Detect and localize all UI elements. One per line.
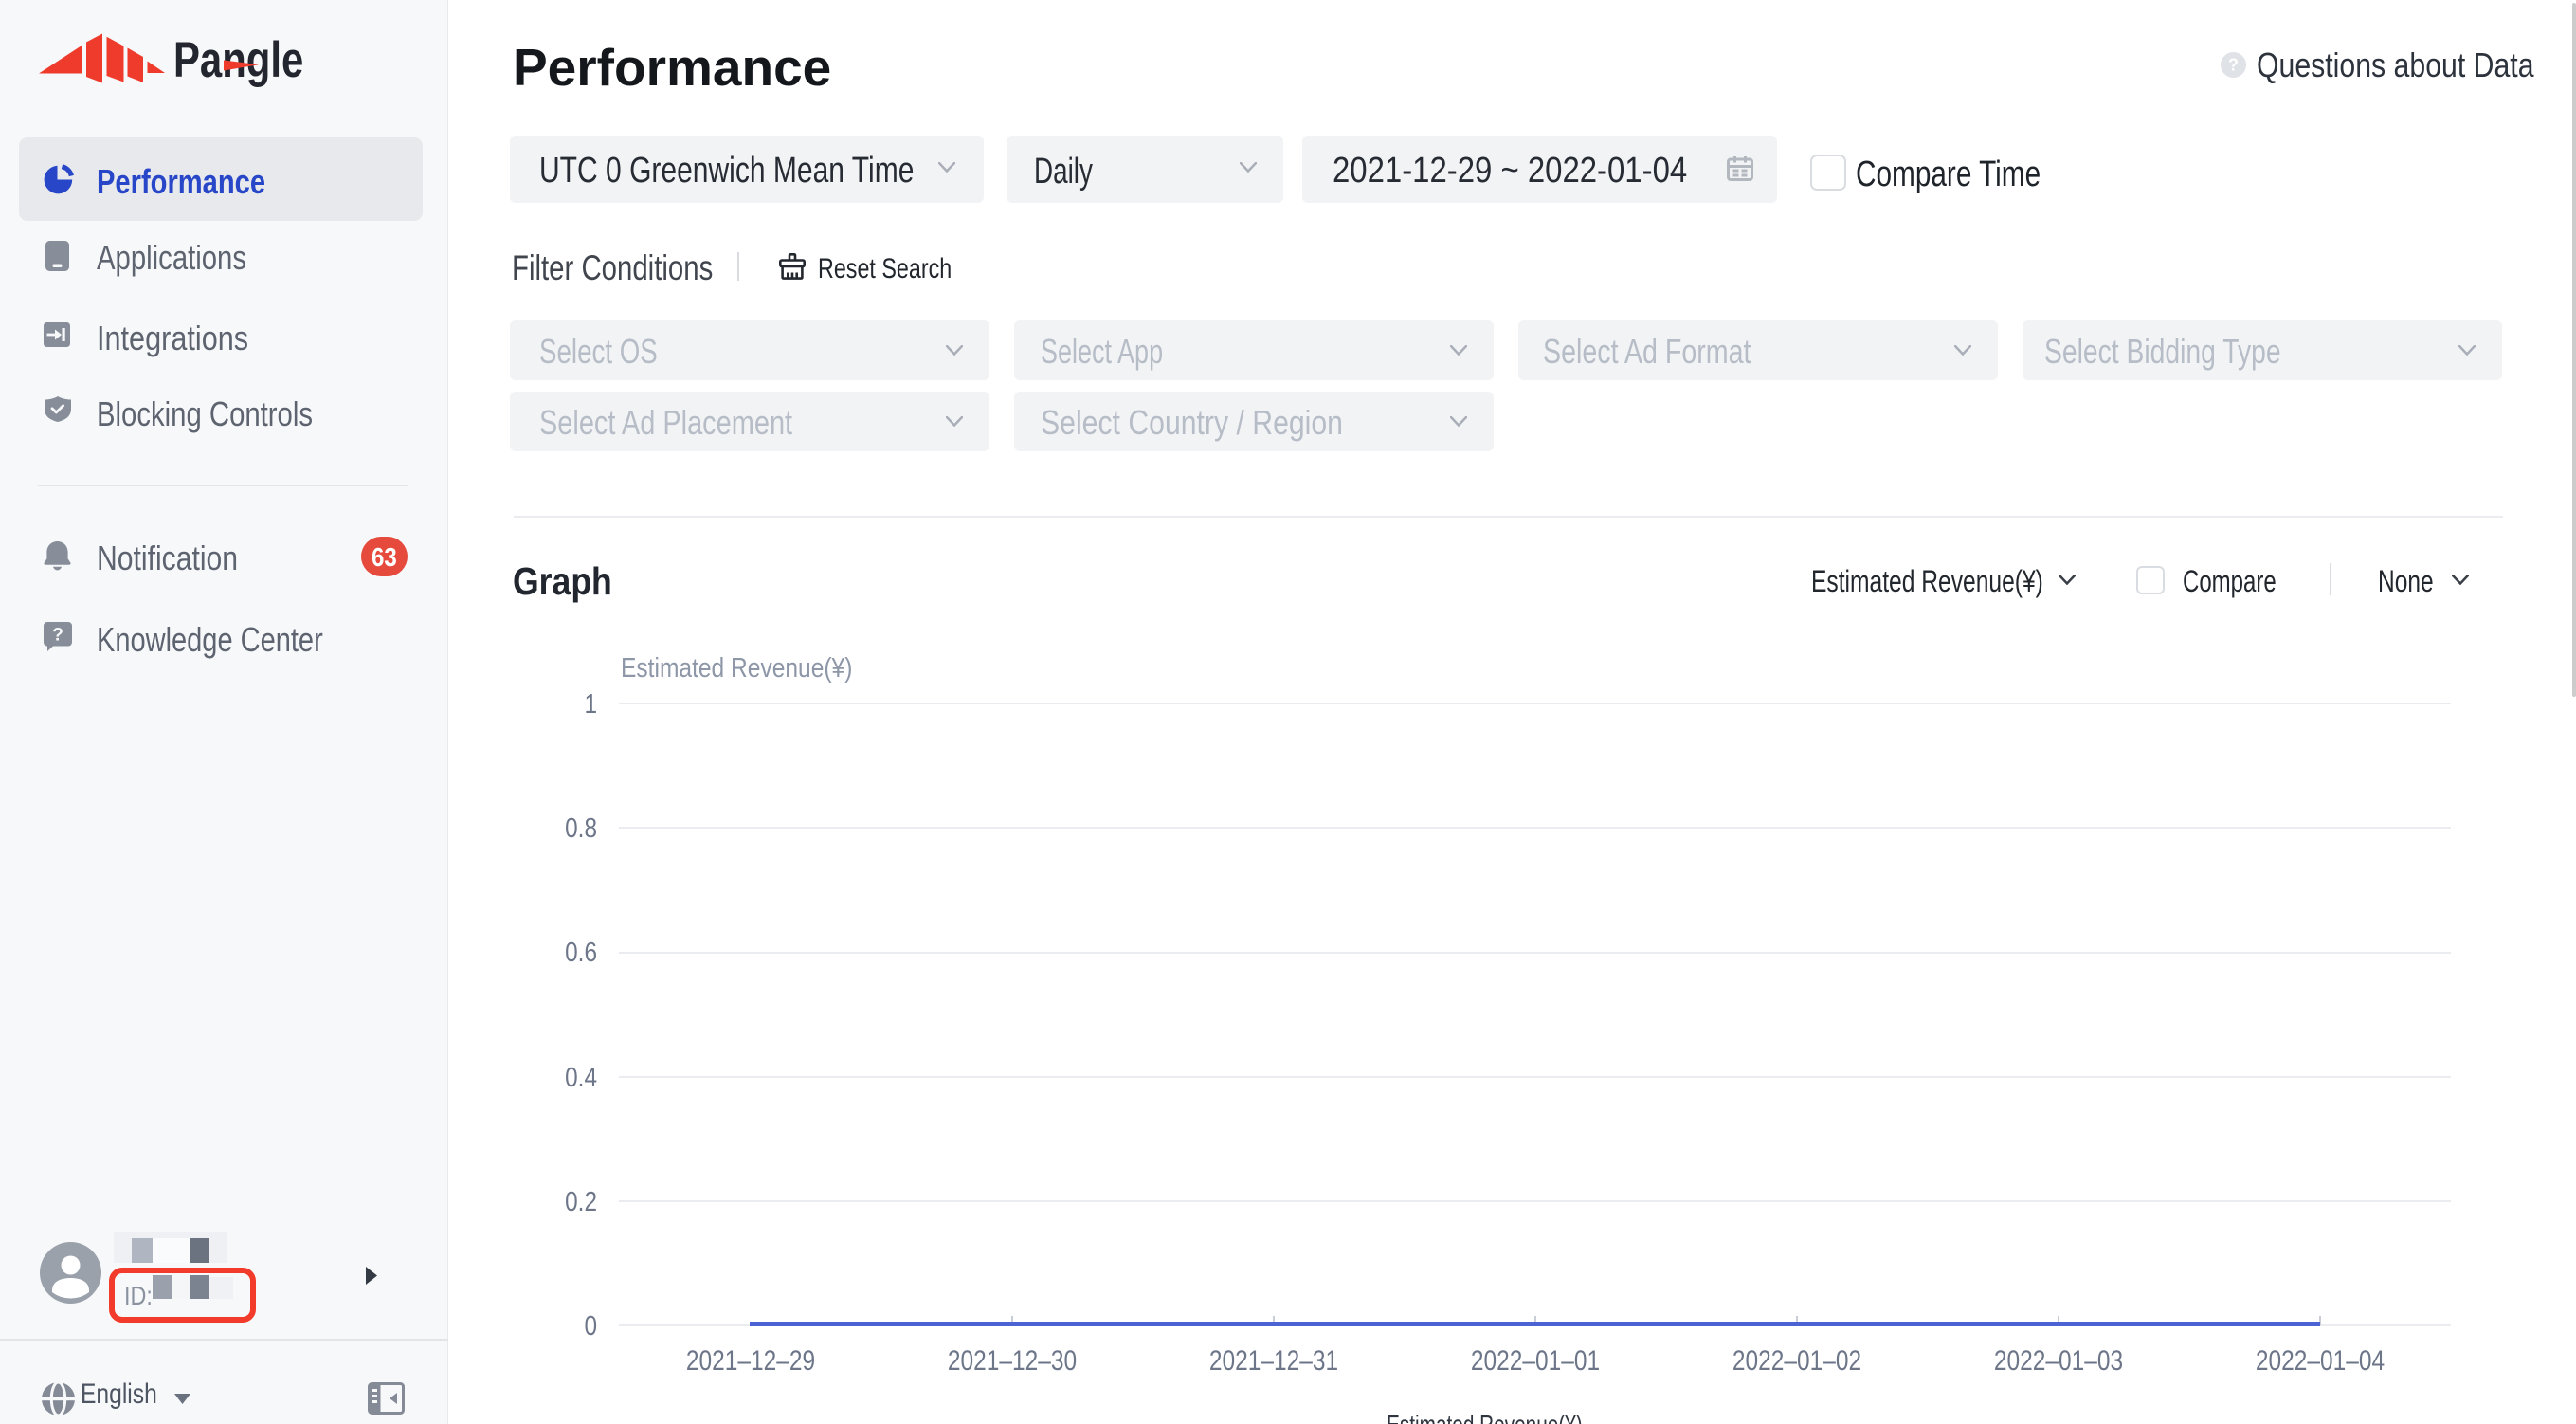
svg-text:?: ? — [52, 626, 63, 646]
svg-text:?: ? — [2228, 56, 2239, 75]
